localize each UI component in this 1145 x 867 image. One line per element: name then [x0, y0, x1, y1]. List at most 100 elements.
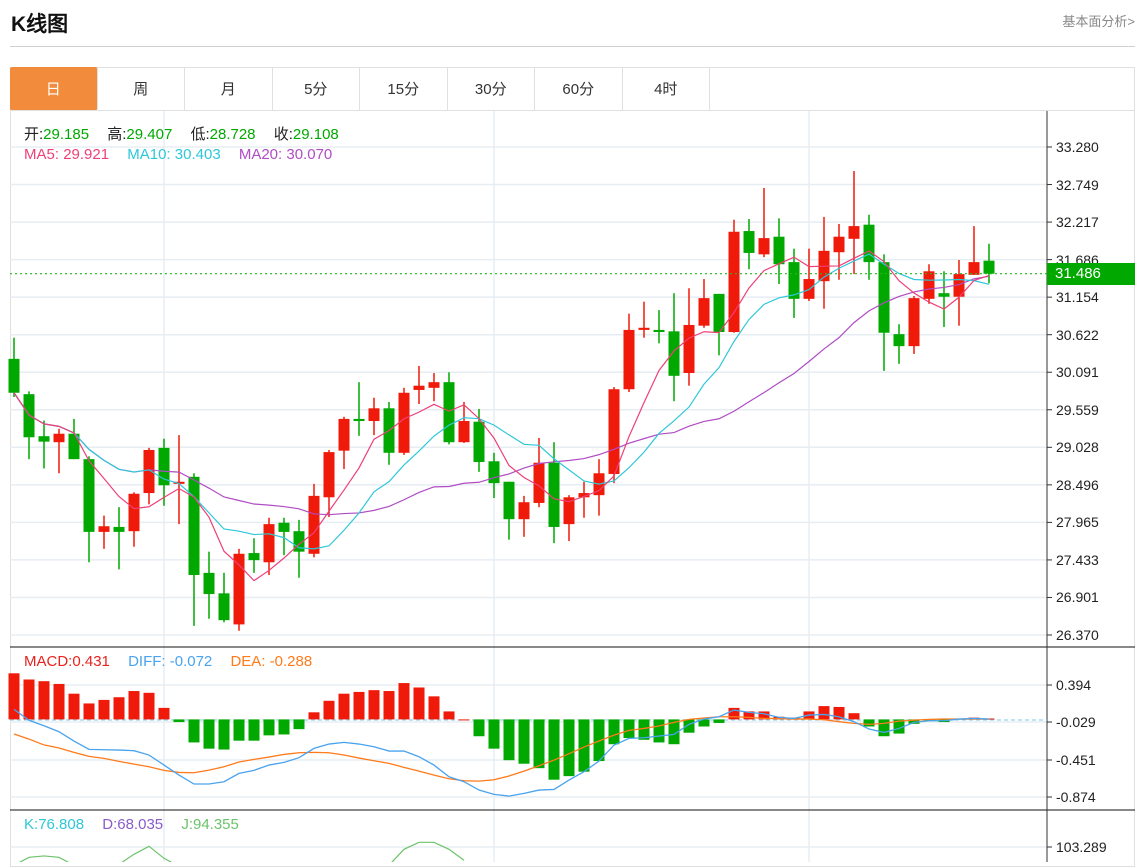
tab-30min[interactable]: 30分 — [447, 67, 535, 111]
candle-down — [188, 476, 200, 575]
macd-bar — [8, 673, 20, 720]
macd-value: 0.431 — [72, 653, 110, 670]
tab-month[interactable]: 月 — [185, 67, 273, 111]
candle-up — [908, 298, 920, 347]
macd-bar — [533, 719, 545, 769]
tab-5min[interactable]: 5分 — [272, 67, 360, 111]
price-tick-label: 32.749 — [1056, 176, 1099, 193]
macd-bar — [233, 719, 245, 741]
candle-up — [833, 236, 845, 253]
kdj-j-line — [18, 855, 70, 862]
price-tick-label: 33.280 — [1056, 139, 1099, 155]
macd-bar — [458, 719, 470, 721]
high-label: 高: — [107, 126, 127, 143]
macd-label: MACD: — [24, 653, 73, 670]
candle-down — [218, 593, 230, 621]
diff-value: -0.072 — [169, 653, 213, 670]
macd-tick-label: -0.029 — [1056, 714, 1096, 730]
page-title: K线图 — [11, 13, 69, 36]
ma-legend: MA5: 29.921 MA10: 30.403 MA20: 30.070 — [24, 146, 332, 163]
ma5-label: MA5: — [24, 146, 60, 163]
period-tabs: 日 周 月 5分 15分 30分 60分 4时 — [10, 67, 710, 111]
candle-down — [863, 224, 875, 263]
ma5-line — [13, 250, 990, 582]
fundamental-analysis-link[interactable]: 基本面分析> — [1062, 14, 1135, 29]
macd-bar — [443, 711, 455, 720]
tab-day[interactable]: 日 — [10, 67, 98, 111]
macd-bar — [143, 692, 155, 720]
close-value: 29.108 — [292, 126, 339, 143]
macd-bar — [608, 719, 620, 745]
macd-bar — [758, 711, 770, 720]
candle-up — [923, 271, 935, 299]
candle-down — [293, 531, 305, 552]
candle-down — [668, 331, 680, 376]
candle-down — [503, 481, 515, 520]
open-value: 29.185 — [43, 126, 90, 143]
macd-bar — [518, 719, 530, 764]
tab-15min[interactable]: 15分 — [360, 67, 448, 111]
price-tick-label: 29.559 — [1056, 401, 1099, 418]
ma5-value: 29.921 — [63, 146, 110, 163]
open-label: 开: — [24, 126, 44, 143]
candle-up — [728, 231, 740, 333]
macd-bar — [578, 719, 590, 772]
macd-bar — [128, 691, 140, 720]
macd-bar — [683, 719, 695, 733]
macd-bar — [68, 693, 80, 720]
macd-bar — [503, 719, 515, 761]
low-value: 28.728 — [209, 126, 256, 143]
tabs-divider — [710, 110, 1135, 111]
macd-bar — [338, 693, 350, 720]
macd-bar — [308, 712, 320, 720]
candle-down — [473, 421, 485, 462]
candle-up — [758, 238, 770, 255]
macd-bar — [383, 691, 395, 720]
candle-up — [953, 274, 965, 297]
candle-down — [983, 260, 995, 274]
candle-up — [263, 524, 275, 563]
macd-bar — [488, 719, 500, 749]
candle-up — [233, 553, 245, 625]
current-price-tag: 31.486 — [1047, 262, 1135, 285]
candle-up — [848, 226, 860, 239]
candle-up — [368, 408, 380, 422]
ma10-value: 30.403 — [174, 146, 221, 163]
candle-up — [338, 418, 350, 451]
candle-down — [653, 329, 665, 333]
candle-up — [398, 392, 410, 453]
price-tick-label: 26.901 — [1056, 589, 1099, 606]
macd-bar — [263, 719, 275, 736]
macd-bar — [113, 697, 125, 720]
diff-label: DIFF: — [128, 653, 166, 670]
macd-bar — [623, 719, 635, 739]
price-tick-label: 27.433 — [1056, 551, 1099, 568]
macd-bar — [38, 681, 50, 720]
macd-bar — [653, 719, 665, 743]
candle-up — [968, 262, 980, 275]
tab-60min[interactable]: 60分 — [535, 67, 623, 111]
macd-bar — [833, 706, 845, 720]
candle-down — [443, 382, 455, 443]
macd-bar — [188, 719, 200, 743]
tab-week[interactable]: 周 — [97, 67, 185, 111]
macd-tick-label: 0.394 — [1056, 677, 1092, 693]
candle-down — [203, 572, 215, 595]
d-label: D: — [102, 816, 118, 833]
price-tick-label: 26.370 — [1056, 627, 1099, 643]
macd-bar — [218, 719, 230, 750]
macd-bar — [173, 719, 185, 723]
ma20-label: MA20: — [238, 146, 283, 163]
tab-4hour[interactable]: 4时 — [622, 67, 710, 111]
macd-bar — [878, 719, 890, 737]
macd-tick-label: -0.451 — [1056, 752, 1096, 768]
macd-bar — [53, 683, 65, 720]
ma10-line — [13, 253, 990, 550]
macd-bar — [848, 713, 860, 720]
macd-bar — [98, 699, 110, 720]
price-tick-label: 29.028 — [1056, 439, 1099, 456]
diff-line — [13, 708, 990, 797]
kdj-legend: K:76.808 D:68.035 J:94.355 — [24, 816, 239, 833]
candle-down — [893, 334, 905, 347]
